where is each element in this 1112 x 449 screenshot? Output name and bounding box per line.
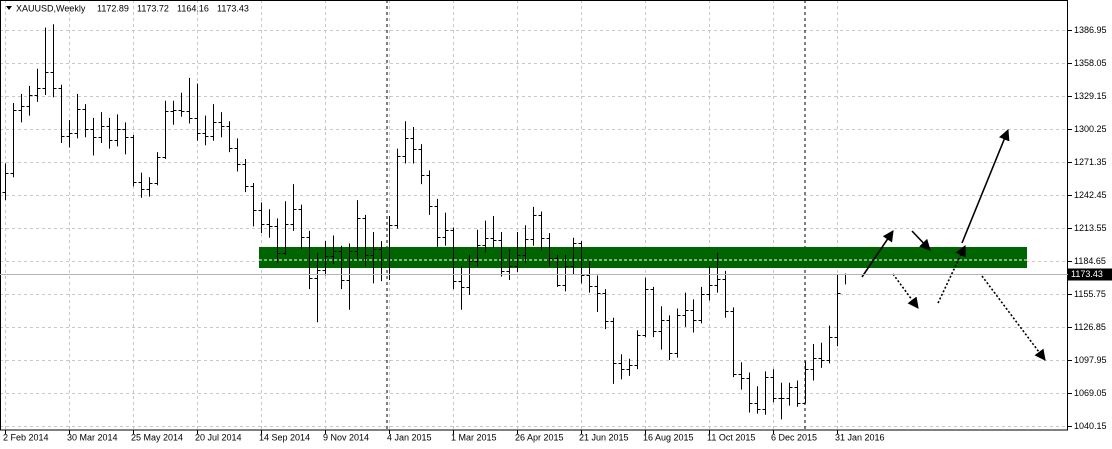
x-tick-label: 16 Aug 2015 [643, 432, 694, 442]
y-tick-label: 1271.35 [1074, 157, 1107, 167]
menu-triangle[interactable] [6, 6, 12, 10]
y-tick-label: 1040.15 [1074, 421, 1107, 431]
header-low: 1164.16 [177, 3, 209, 13]
header-high: 1173.72 [137, 3, 169, 13]
current-price-label: 1173.43 [1071, 269, 1103, 279]
x-tick-label: 26 Apr 2015 [515, 432, 564, 442]
x-tick-label: 9 Nov 2014 [323, 432, 369, 442]
symbol: XAUUSD,Weekly [16, 3, 86, 13]
y-tick-label: 1126.85 [1074, 322, 1106, 332]
y-tick-label: 1242.45 [1074, 190, 1107, 200]
x-tick-label: 1 Mar 2015 [451, 432, 497, 442]
x-tick-label: 4 Jan 2015 [387, 432, 432, 442]
header-close: 1173.43 [217, 3, 249, 13]
y-tick-label: 1329.15 [1074, 91, 1107, 101]
arrow [961, 128, 1010, 244]
arrow [911, 230, 931, 251]
y-tick-label: 1155.75 [1074, 289, 1106, 299]
x-tick-label: 14 Sep 2014 [259, 432, 310, 442]
current-price-box [1068, 268, 1112, 281]
arrow-dotted [937, 244, 966, 304]
bars [2, 24, 849, 420]
y-tick-label: 1386.95 [1074, 25, 1107, 35]
x-tick-label: 2 Feb 2014 [3, 432, 49, 442]
x-tick-label: 21 Jun 2015 [579, 432, 629, 442]
x-tick-label: 30 Mar 2014 [67, 432, 118, 442]
y-tick-label: 1300.25 [1074, 124, 1107, 134]
y-tick-label: 1069.05 [1074, 388, 1107, 398]
x-tick-label: 6 Dec 2015 [771, 432, 817, 442]
arrow [861, 230, 894, 278]
x-tick-label: 31 Jan 2016 [835, 432, 885, 442]
x-tick-label: 11 Oct 2015 [707, 432, 755, 442]
y-tick-label: 1097.95 [1074, 355, 1107, 365]
y-tick-label: 1213.55 [1074, 223, 1107, 233]
header-open: 1172.89 [97, 3, 129, 13]
resistance-zone [259, 247, 1027, 268]
y-tick-label: 1358.05 [1074, 58, 1107, 68]
arrow-dotted [892, 273, 919, 309]
arrow-dotted [981, 275, 1046, 361]
x-tick-label: 20 Jul 2014 [195, 432, 242, 442]
forecast-arrows [861, 128, 1046, 361]
plot-frame [0, 0, 1068, 431]
x-tick-label: 25 May 2014 [131, 432, 183, 442]
y-tick-label: 1184.65 [1074, 256, 1106, 266]
